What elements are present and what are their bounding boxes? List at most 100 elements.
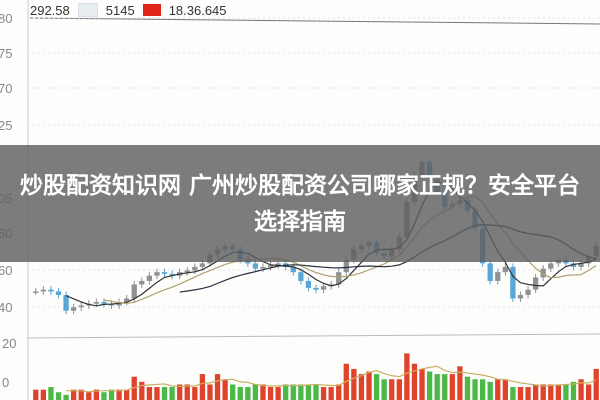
- volume-bar: [532, 384, 539, 400]
- volume-bar: [33, 389, 39, 400]
- volume-bar: [267, 387, 274, 400]
- volume-bar: [411, 363, 418, 400]
- volume-bar: [305, 384, 312, 400]
- volume-bar: [373, 374, 380, 400]
- volume-bar: [199, 374, 206, 400]
- volume-bar: [472, 379, 478, 400]
- volume-bar: [207, 384, 213, 400]
- volume-bar: [93, 389, 100, 400]
- volume-bar: [177, 384, 183, 400]
- candle-body: [184, 270, 190, 273]
- volume-bar: [245, 387, 251, 400]
- candle-body: [510, 266, 516, 299]
- volume-bar: [563, 384, 569, 400]
- volume-bar: [457, 366, 463, 400]
- candle-body: [320, 286, 327, 290]
- candle-body: [93, 301, 100, 304]
- title-banner: 炒股配资知识网 广州炒股配资公司哪家正规？安全平台选择指南: [0, 145, 600, 262]
- candle-body: [578, 263, 584, 267]
- price-tick-label: 25: [0, 118, 12, 133]
- volume-bar: [578, 379, 584, 400]
- volume-bar: [320, 387, 327, 400]
- volume-bar: [230, 384, 236, 400]
- price-tick-label: 80: [0, 11, 12, 26]
- candle-body: [154, 272, 160, 276]
- volume-bar: [502, 379, 508, 400]
- volume-bar: [351, 368, 357, 400]
- volume-bar: [222, 379, 228, 400]
- volume-bar: [86, 392, 92, 400]
- volume-ma-line: [66, 365, 597, 393]
- candle-body: [199, 263, 206, 267]
- volume-bar: [146, 387, 153, 400]
- article-title: 炒股配资知识网 广州炒股配资公司哪家正规？安全平台选择指南: [19, 172, 580, 235]
- candle-body: [169, 273, 175, 276]
- candle-body: [252, 263, 259, 269]
- volume-bar: [548, 384, 554, 400]
- volume-bar: [275, 387, 281, 400]
- volume-bar: [48, 387, 54, 400]
- price-tick-label: 75: [0, 46, 12, 61]
- volume-bar: [283, 384, 289, 400]
- candle-body: [502, 266, 508, 273]
- volume-bar: [404, 353, 410, 400]
- volume-bar: [585, 384, 592, 400]
- candle-body: [131, 284, 137, 299]
- volume-bar: [169, 387, 175, 400]
- candle-body: [343, 259, 349, 273]
- candle-body: [336, 272, 342, 285]
- volume-bar: [464, 376, 471, 400]
- candle-body: [48, 289, 54, 292]
- volume-bar: [495, 379, 501, 400]
- volume-bar: [358, 374, 365, 400]
- volume-bar: [161, 387, 168, 400]
- ma5-line: [65, 181, 597, 307]
- price-tick-label: 70: [0, 81, 12, 96]
- candle-body: [267, 265, 274, 267]
- volume-bar: [124, 389, 130, 400]
- volume-bar: [593, 368, 599, 400]
- candle-body: [146, 275, 153, 281]
- volume-bar: [381, 379, 387, 400]
- volume-bar: [101, 392, 107, 400]
- candle-body: [495, 272, 501, 281]
- volume-bar: [525, 387, 531, 400]
- volume-bar: [540, 384, 546, 400]
- volume-bar: [426, 371, 433, 400]
- volume-bar: [139, 381, 145, 400]
- candle-body: [78, 305, 84, 308]
- legend-value: 292.58: [30, 2, 70, 18]
- volume-bar: [131, 376, 137, 400]
- price-tick-label: 40: [0, 300, 12, 315]
- candle-body: [71, 307, 77, 311]
- volume-bar: [192, 387, 198, 400]
- volume-bar: [336, 384, 342, 400]
- volume-bar: [517, 387, 524, 400]
- candle-body: [275, 263, 281, 266]
- volume-bar: [570, 381, 577, 400]
- volume-bar: [442, 374, 448, 400]
- chart-legend: 292.58 5145 18.36.645: [30, 0, 235, 20]
- volume-bar: [55, 392, 62, 400]
- volume-bar: [555, 384, 561, 400]
- candle-body: [40, 289, 47, 292]
- candle-body: [570, 263, 577, 267]
- candle-body: [260, 266, 266, 269]
- legend-swatch-red: [142, 4, 161, 16]
- volume-bar: [184, 384, 190, 400]
- legend-value: 5145: [105, 2, 135, 18]
- candle-body: [101, 301, 107, 304]
- candle-body: [124, 298, 130, 302]
- candle-body: [540, 268, 546, 278]
- candle-body: [63, 294, 69, 311]
- legend-swatch-light: [77, 3, 98, 17]
- volume-tick-label: 20: [2, 336, 16, 351]
- candle-body: [33, 291, 39, 293]
- volume-bar: [396, 379, 402, 400]
- candle-body: [548, 263, 554, 269]
- volume-bar: [40, 389, 47, 400]
- volume-bar: [290, 384, 296, 400]
- candle-body: [487, 263, 493, 281]
- volume-bar: [237, 387, 243, 400]
- volume-bar: [366, 371, 372, 400]
